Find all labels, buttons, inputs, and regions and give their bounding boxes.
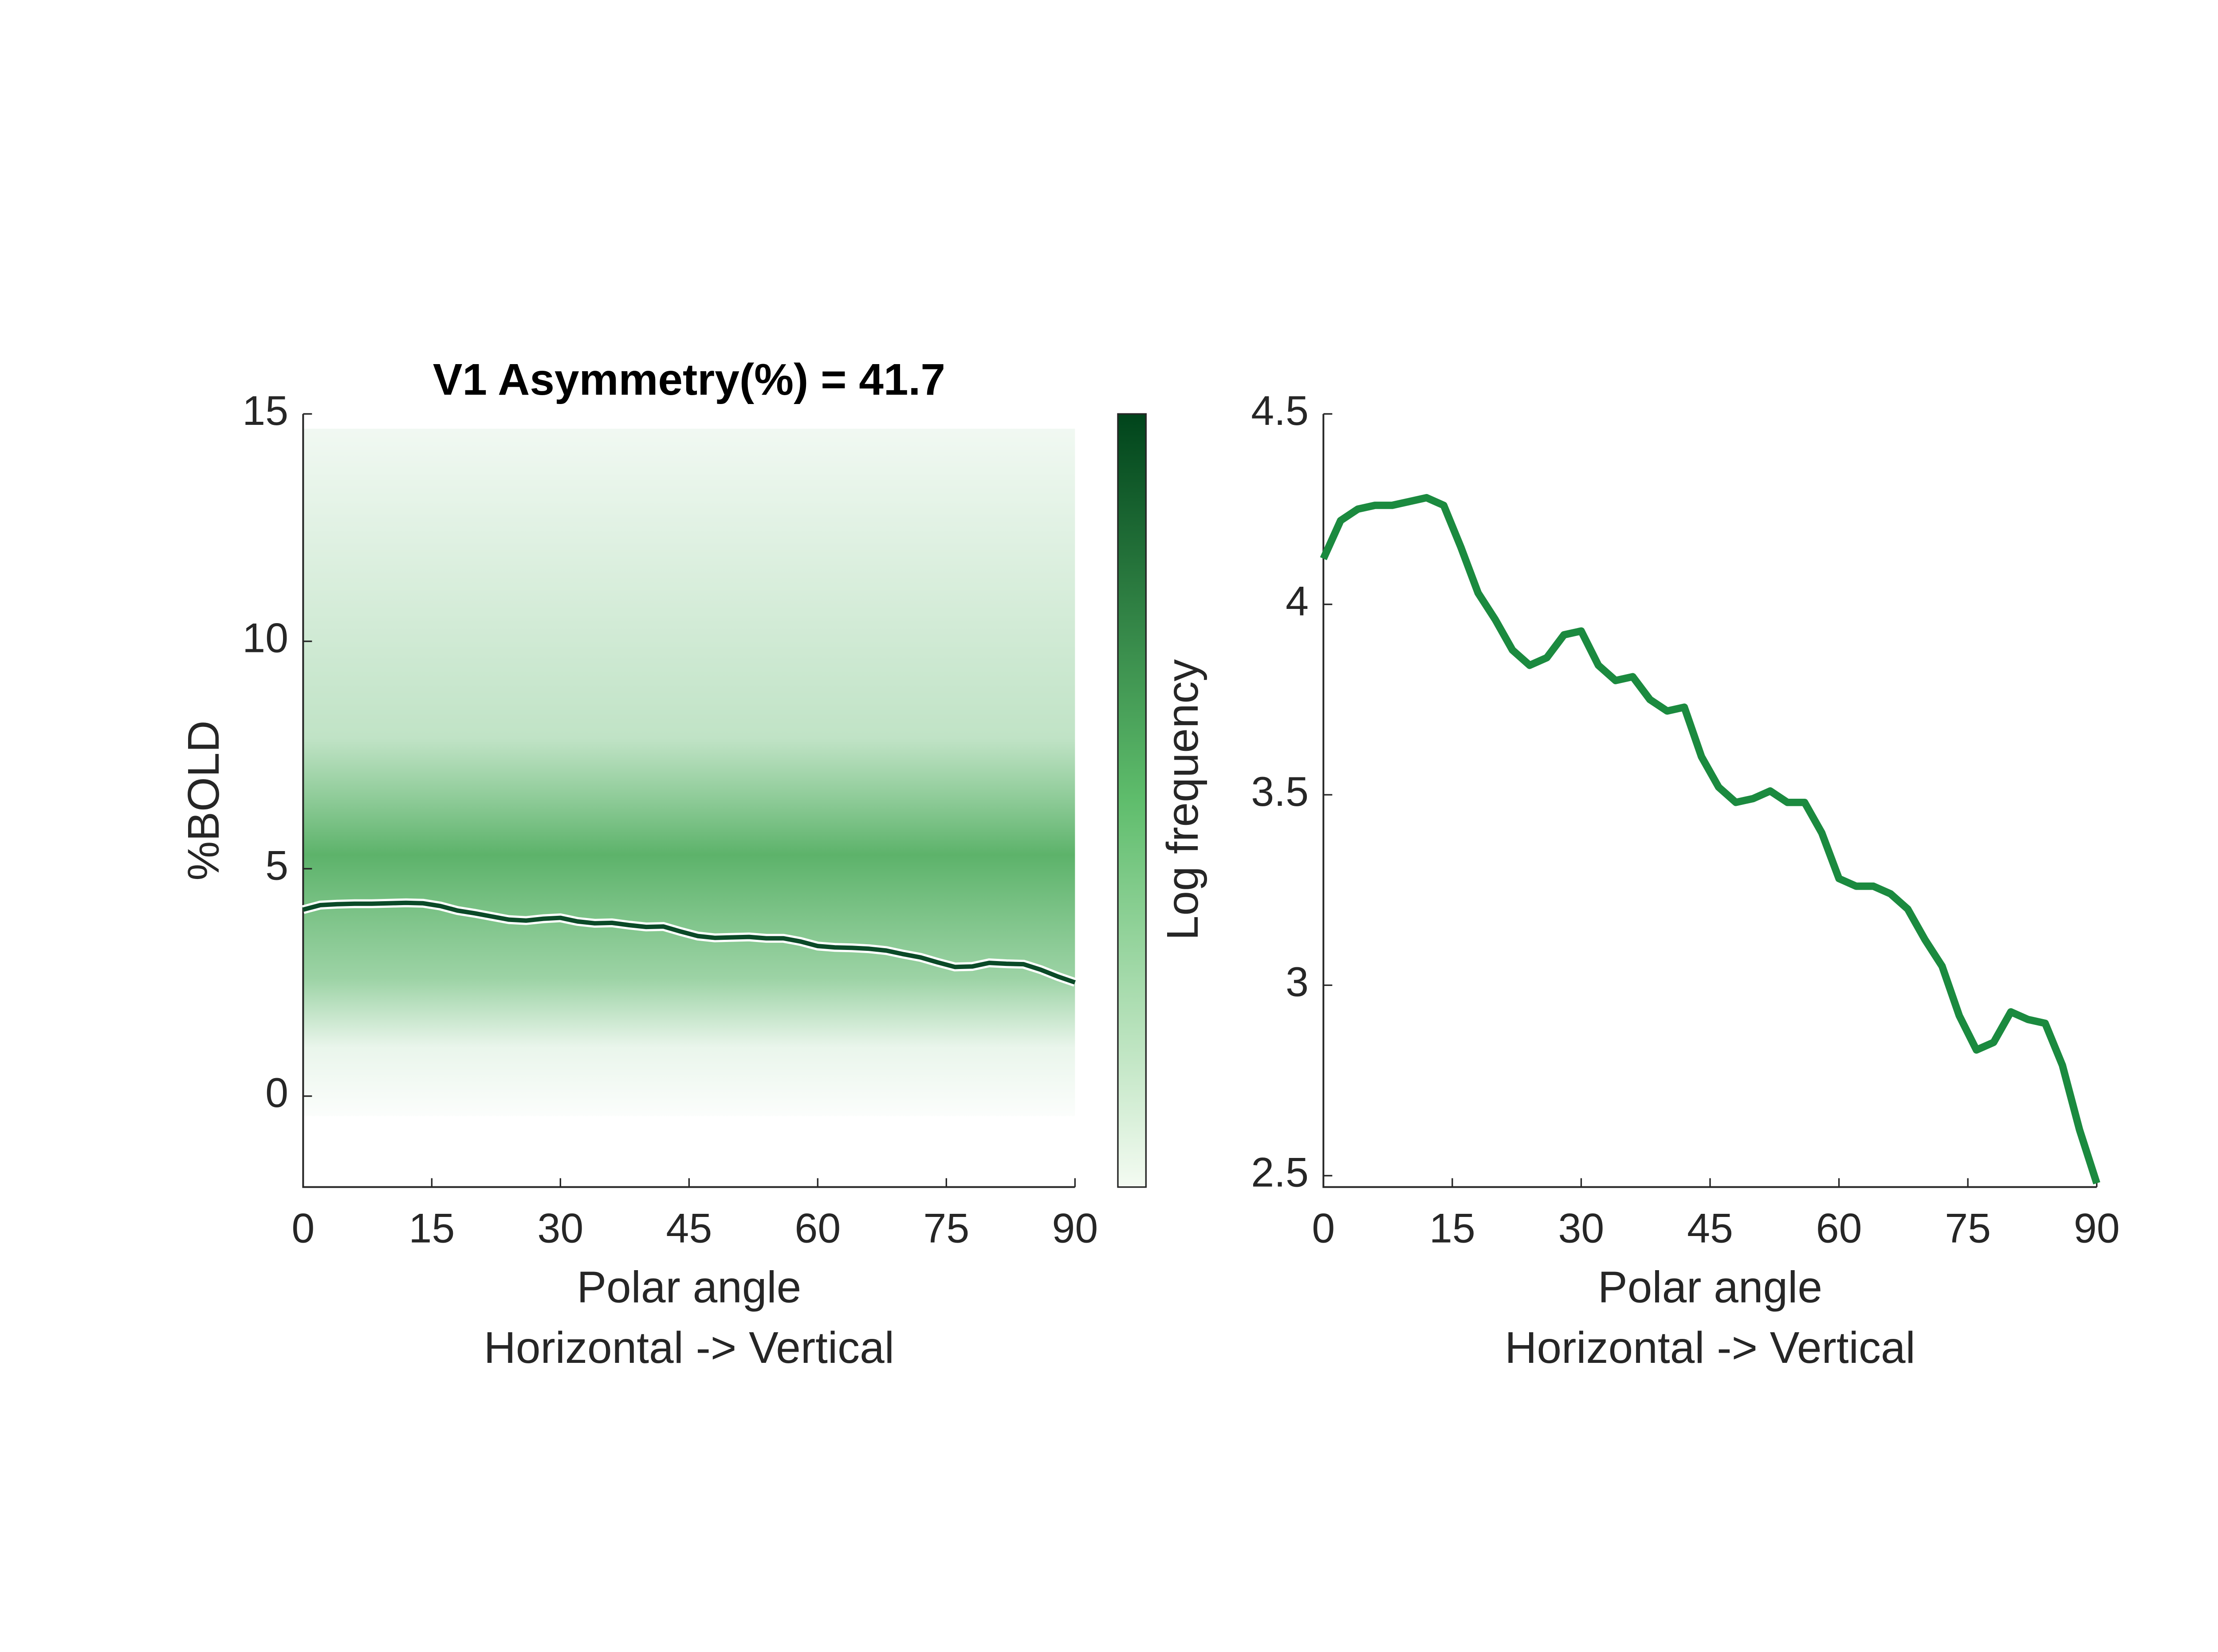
x-tick-label: 75 (923, 1205, 969, 1251)
y-tick-label: 4.5 (1251, 388, 1309, 434)
y-axis-label: %BOLD (179, 720, 228, 880)
x-tick-label: 90 (1052, 1205, 1098, 1251)
y-tick-label: 2.5 (1251, 1150, 1309, 1196)
y-tick-label: 3 (1286, 959, 1309, 1005)
x-axis-label: Horizontal -> Vertical (1505, 1323, 1915, 1373)
y-tick-label: 3.5 (1251, 769, 1309, 815)
colorbar-label: Log frequency (1158, 659, 1207, 940)
x-axis-label: Polar angle (1598, 1262, 1822, 1312)
colorbar (1117, 413, 1147, 1188)
data-line (1320, 494, 2100, 1185)
x-tick-label: 60 (1816, 1205, 1862, 1251)
x-tick-label: 0 (1312, 1205, 1335, 1251)
chart-title: V1 Asymmetry(%) = 41.7 (433, 355, 945, 404)
x-tick-label: 15 (1429, 1205, 1475, 1251)
x-tick-label: 0 (291, 1205, 315, 1251)
x-tick-label: 75 (1945, 1205, 1991, 1251)
density-cloud (303, 428, 1075, 1116)
x-tick-label: 15 (409, 1205, 455, 1251)
y-tick-label: 0 (265, 1070, 288, 1116)
x-tick-label: 45 (1687, 1205, 1733, 1251)
y-tick-label: 15 (242, 388, 288, 434)
y-tick-label: 10 (242, 615, 288, 661)
x-tick-label: 90 (2074, 1205, 2120, 1251)
x-axis-label: Polar angle (577, 1262, 801, 1312)
y-tick-label: 5 (265, 842, 288, 888)
data-line (303, 900, 1076, 985)
x-tick-label: 30 (537, 1205, 583, 1251)
x-tick-label: 30 (1558, 1205, 1605, 1251)
x-tick-label: 45 (666, 1205, 712, 1251)
x-tick-label: 60 (794, 1205, 841, 1251)
axes (1322, 414, 2097, 1188)
x-axis-label: Horizontal -> Vertical (484, 1323, 894, 1373)
y-tick-label: 4 (1286, 578, 1309, 624)
